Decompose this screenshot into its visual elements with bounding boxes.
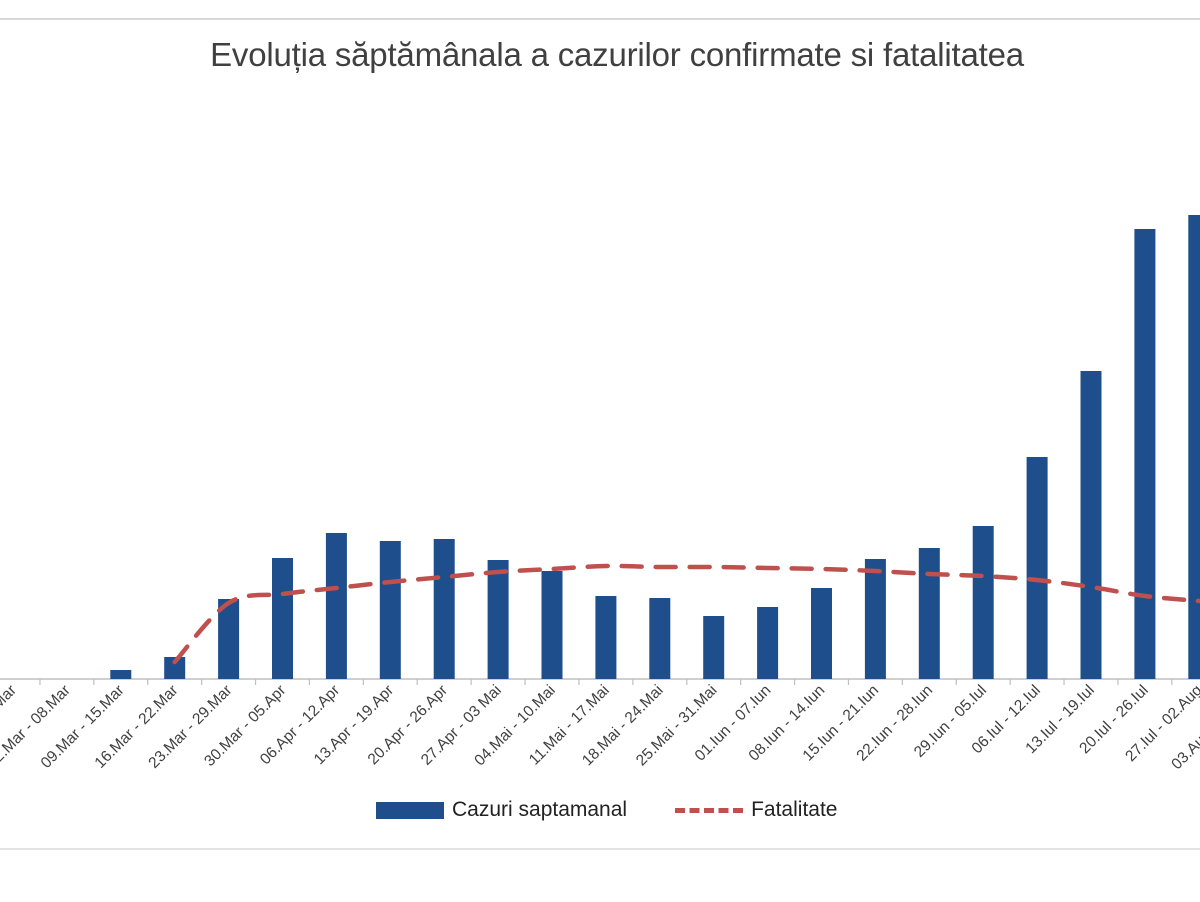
bar-cases <box>757 607 779 679</box>
bar-cases <box>649 598 671 679</box>
legend-swatch-bars <box>376 801 444 819</box>
chart-title: Evoluția săptămânala a cazurilor confirm… <box>210 36 1024 73</box>
bar-cases <box>433 539 455 679</box>
bar-cases <box>703 616 725 679</box>
legend-swatch-line <box>675 807 744 813</box>
legend-label-fatality: Fatalitate <box>751 798 838 821</box>
bar-cases <box>595 596 617 679</box>
bottom-divider <box>0 848 1200 902</box>
top-divider <box>0 18 1200 20</box>
bar-cases <box>811 588 832 679</box>
legend-label-cases: Cazuri saptamanal <box>452 798 628 821</box>
bar-cases <box>487 560 509 679</box>
bar-cases <box>1134 229 1156 679</box>
bar-cases <box>972 526 994 679</box>
bar-cases <box>218 599 240 679</box>
bar-cases <box>1188 215 1200 679</box>
line-fatality <box>172 563 1200 665</box>
bar-cases <box>864 559 886 679</box>
bar-cases <box>110 670 132 679</box>
bar-cases <box>1080 371 1102 679</box>
bar-cases <box>164 657 186 679</box>
bar-cases <box>379 541 401 679</box>
bar-cases <box>541 571 563 679</box>
legend: Cazuri saptamanal Fatalitate <box>376 798 837 822</box>
bar-cases <box>325 533 347 679</box>
bar-cases <box>1026 457 1048 679</box>
bar-cases <box>272 558 293 679</box>
bar-cases <box>918 548 940 679</box>
